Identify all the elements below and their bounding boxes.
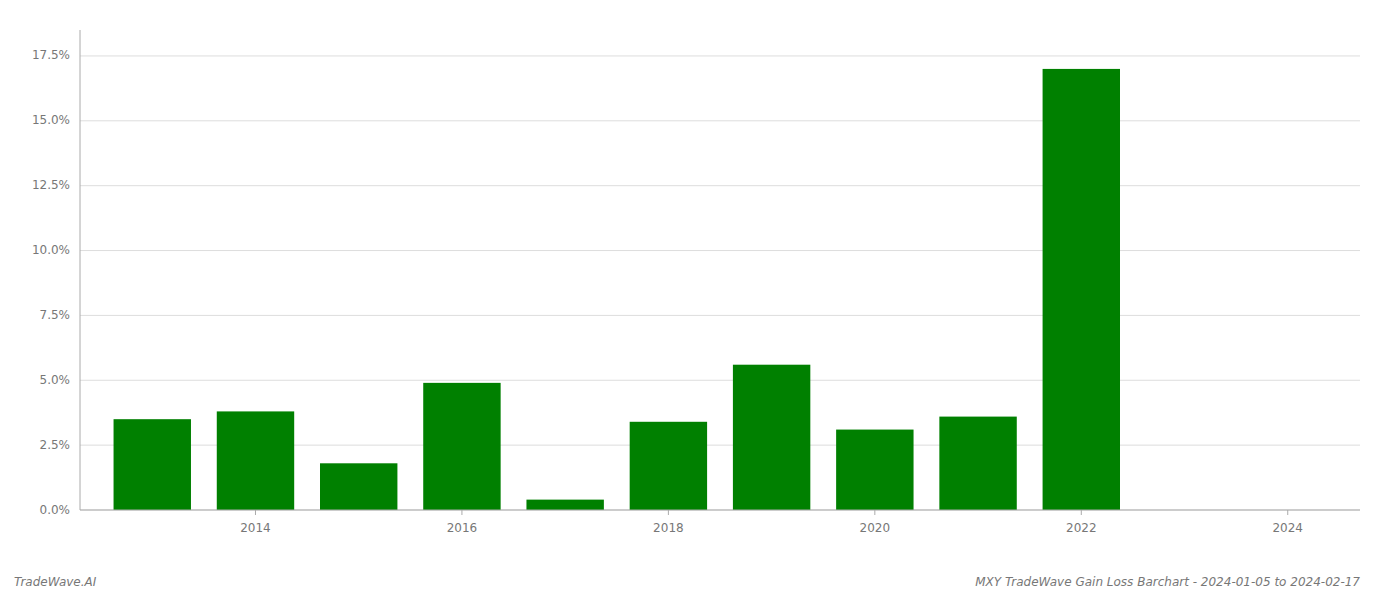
grid-line — [80, 55, 1360, 56]
grid-line — [80, 185, 1360, 186]
grid-line — [80, 315, 1360, 316]
y-tick-label: 10.0% — [32, 243, 70, 257]
chart: 0.0% 2.5% 5.0% 7.5% 10.0% 12.5% 15.0% 17.5% 2014… — [0, 0, 1400, 600]
x-tick-label: 2020 — [860, 521, 891, 535]
y-axis-line — [80, 30, 81, 510]
y-tick-label: 17.5% — [32, 48, 70, 62]
bar — [320, 463, 397, 510]
bar — [836, 430, 913, 510]
grid-line — [80, 380, 1360, 381]
y-tick-label: 15.0% — [32, 113, 70, 127]
x-tick-label: 2016 — [447, 521, 478, 535]
bar — [733, 365, 810, 510]
bar — [526, 500, 603, 510]
grid-line — [80, 250, 1360, 251]
grid — [80, 56, 1360, 510]
x-tick — [461, 510, 462, 515]
grid-line — [80, 510, 1360, 511]
bar — [114, 419, 191, 510]
x-tick-label: 2018 — [653, 521, 684, 535]
bar — [423, 383, 500, 510]
bar — [1043, 69, 1120, 510]
grid-line — [80, 120, 1360, 121]
y-tick-label: 0.0% — [40, 503, 71, 517]
title: MXY TradeWave Gain Loss Barchart - 2024-… — [975, 575, 1360, 589]
bar — [630, 422, 707, 510]
y-tick-label: 2.5% — [40, 438, 71, 452]
x-axis-line — [80, 510, 1360, 511]
x-tick — [1287, 510, 1288, 515]
x-tick-label: 2014 — [240, 521, 271, 535]
watermark: TradeWave.AI — [14, 575, 97, 589]
x-tick — [1081, 510, 1082, 515]
x-tick-label: 2022 — [1066, 521, 1097, 535]
bars — [114, 69, 1120, 510]
x-tick — [874, 510, 875, 515]
bar — [939, 417, 1016, 510]
x-tick — [255, 510, 256, 515]
x-tick — [668, 510, 669, 515]
y-tick-label: 12.5% — [32, 178, 70, 192]
y-tick-label: 7.5% — [40, 308, 71, 322]
x-tick-label: 2024 — [1272, 521, 1303, 535]
y-tick-label: 5.0% — [40, 373, 71, 387]
bar — [217, 411, 294, 510]
